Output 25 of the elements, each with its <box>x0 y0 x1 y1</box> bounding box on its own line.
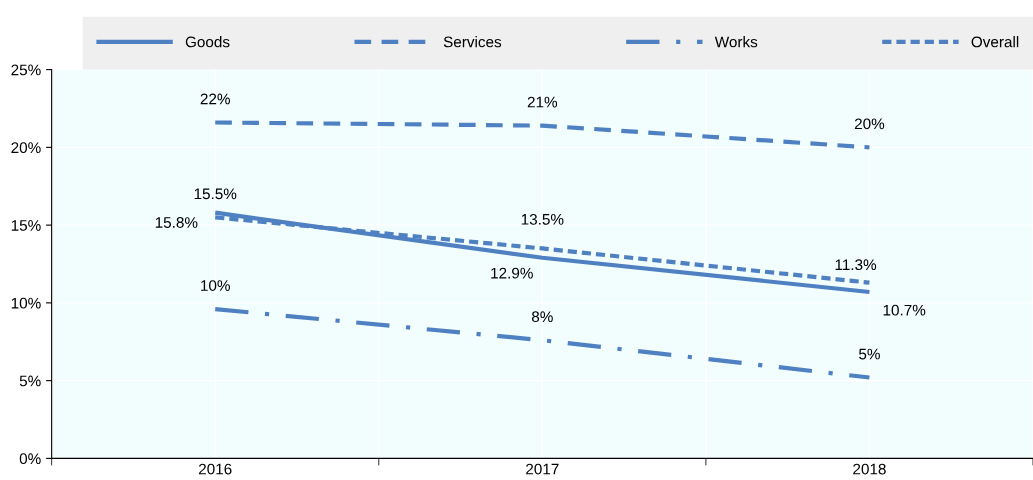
data-label: 10% <box>201 280 230 291</box>
data-label: 15.5% <box>194 188 237 200</box>
data-label: 15.8% <box>155 217 198 228</box>
data-label: 5% <box>859 348 880 360</box>
data-label: 10.7% <box>883 304 926 316</box>
x-tick-label: 2018 <box>853 463 886 475</box>
y-tick-label: 15% <box>11 220 41 231</box>
x-tick-label: 2017 <box>526 463 559 475</box>
legend-label: Overall <box>971 36 1019 48</box>
y-tick-label: 0% <box>19 453 41 465</box>
data-label: 12.9% <box>491 267 533 279</box>
y-tick-label: 25% <box>11 64 41 76</box>
legend-label: Goods <box>185 36 230 48</box>
y-tick-label: 5% <box>19 375 41 387</box>
legend-label: Works <box>714 36 758 48</box>
legend-label: Services <box>443 36 502 48</box>
data-label: 20% <box>854 118 885 130</box>
data-label: 8% <box>531 311 553 323</box>
data-label: 21% <box>527 96 558 108</box>
x-tick-label: 2016 <box>198 463 232 475</box>
data-label: 13.5% <box>521 213 564 225</box>
y-tick-label: 10% <box>11 297 41 309</box>
data-label: 11.3% <box>835 259 877 271</box>
y-tick-label: 20% <box>11 142 41 154</box>
data-label: 22% <box>200 93 230 105</box>
